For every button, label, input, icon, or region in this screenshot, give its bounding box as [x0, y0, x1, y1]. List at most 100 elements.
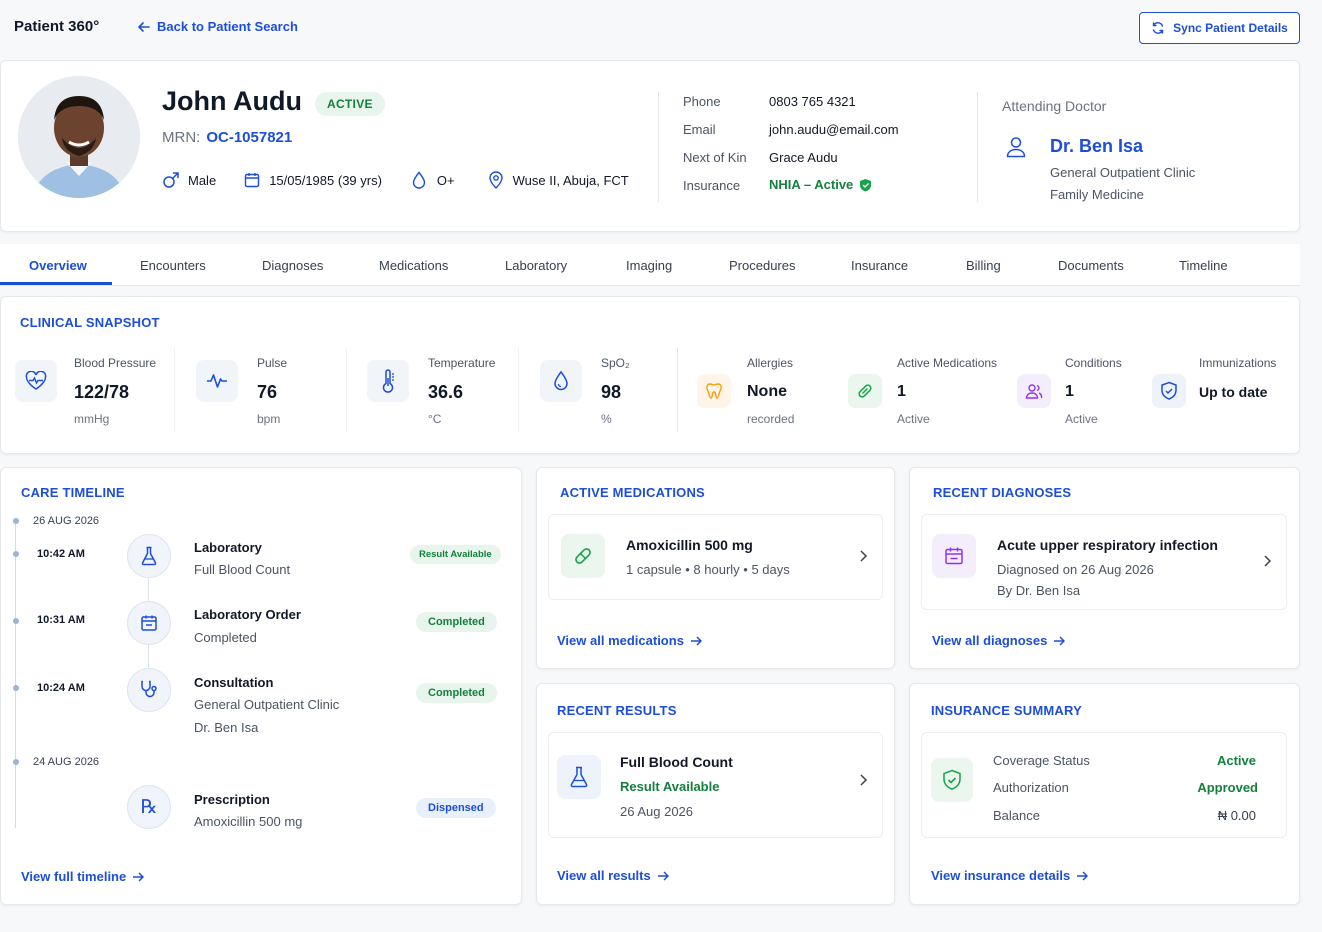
timeline-dot [13, 551, 19, 557]
tab-overview[interactable]: Overview [29, 258, 87, 273]
insurance-status: NHIA – Active [769, 177, 872, 192]
view-all-diagnoses-link[interactable]: View all diagnoses [932, 633, 1066, 648]
calendar-icon [244, 173, 260, 188]
result-icon-box [557, 755, 601, 799]
diagnosis-icon-box [932, 534, 976, 578]
vital-pulse-label: Pulse [257, 356, 288, 370]
timeline-dot [13, 685, 19, 691]
tab-encounters[interactable]: Encounters [140, 258, 206, 273]
patient-name: John Audu [162, 86, 302, 116]
snapshot-section-divider [677, 348, 678, 432]
event-title[interactable]: Laboratory Order [194, 607, 301, 622]
authorization-value: Approved [1197, 780, 1258, 795]
user-icon [1006, 137, 1026, 158]
event-title[interactable]: Consultation [194, 675, 274, 690]
insurance-label: Insurance [683, 178, 741, 193]
tab-timeline[interactable]: Timeline [1179, 258, 1228, 273]
vital-bp-icon-box [15, 360, 57, 402]
event-icon-circle: ℞ [127, 785, 171, 829]
result-status: Result Available [620, 779, 720, 794]
view-insurance-details-link[interactable]: View insurance details [931, 868, 1089, 883]
balance-value: ₦ 0.00 [1217, 808, 1256, 823]
active-medications-title: ACTIVE MEDICATIONS [560, 485, 705, 500]
doctor-name[interactable]: Dr. Ben Isa [1050, 136, 1144, 156]
tab-documents[interactable]: Documents [1058, 258, 1124, 273]
diagnosis-by: By Dr. Ben Isa [997, 583, 1081, 598]
chevron-right-icon[interactable] [858, 774, 868, 786]
tab-medications[interactable]: Medications [379, 258, 449, 273]
result-date: 26 Aug 2026 [620, 804, 694, 819]
chevron-right-icon[interactable] [1262, 555, 1272, 567]
calendar-icon [945, 547, 963, 565]
pulse-icon [207, 374, 227, 388]
conditions-icon-box [1017, 374, 1051, 408]
immunizations-icon-box [1152, 374, 1186, 408]
immunizations-label: Immunizations [1199, 356, 1277, 370]
tab-insurance[interactable]: Insurance [851, 258, 909, 273]
doctor-clinic: General Outpatient Clinic [1050, 165, 1196, 180]
tab-laboratory[interactable]: Laboratory [505, 258, 568, 273]
vital-divider [174, 348, 175, 432]
vital-temp-label: Temperature [428, 356, 496, 370]
active-meds-sub: Active [897, 412, 930, 426]
flask-icon [141, 546, 157, 566]
tab-imaging[interactable]: Imaging [626, 258, 673, 273]
vital-pulse-unit: bpm [257, 412, 281, 426]
vital-bp-unit: mmHg [74, 412, 110, 426]
event-subtitle-2: Dr. Ben Isa [194, 720, 259, 735]
address-value: Wuse II, Abuja, FCT [512, 172, 629, 188]
link-label: View all results [557, 868, 651, 883]
allergy-icon [706, 383, 722, 399]
active-meds-value: 1 [897, 383, 906, 400]
allergies-sub: recorded [747, 412, 795, 426]
tab-diagnoses[interactable]: Diagnoses [262, 258, 324, 273]
email-value[interactable]: john.audu@email.com [769, 122, 899, 137]
mrn-row: MRN: OC-1057821 [162, 129, 292, 146]
vital-spo2-icon-box [540, 360, 582, 402]
drop-icon [554, 370, 568, 391]
patient-avatar [18, 76, 140, 198]
event-time: 10:42 AM [37, 548, 85, 560]
medications-icon-box [848, 374, 882, 408]
heart-pulse-icon [25, 371, 47, 390]
patient-status-badge: ACTIVE [315, 92, 385, 116]
view-full-timeline-link[interactable]: View full timeline [21, 869, 145, 884]
stethoscope-icon [141, 680, 157, 698]
arrow-right-icon [657, 870, 669, 881]
mrn-label: MRN: [162, 129, 201, 146]
event-time: 10:24 AM [37, 682, 85, 694]
vital-bp-label: Blood Pressure [74, 356, 157, 370]
event-subtitle: General Outpatient Clinic [194, 697, 340, 712]
timeline-dot [13, 518, 19, 524]
event-icon-circle [127, 534, 171, 578]
back-to-search-link[interactable]: Back to Patient Search [137, 19, 298, 34]
app-title: Patient 360° [14, 18, 100, 35]
event-title[interactable]: Laboratory [194, 540, 262, 555]
balance-label: Balance [993, 808, 1040, 823]
chevron-right-icon[interactable] [858, 550, 868, 562]
link-label: View all medications [557, 633, 684, 648]
timeline-line [15, 520, 16, 828]
sync-patient-button[interactable]: Sync Patient Details [1139, 12, 1300, 44]
sex-value: Male [188, 172, 217, 188]
email-label: Email [683, 122, 716, 137]
tab-procedures[interactable]: Procedures [729, 258, 796, 273]
allergies-label: Allergies [747, 356, 794, 370]
event-title[interactable]: Prescription [194, 792, 270, 807]
active-tab-indicator [0, 282, 112, 285]
diagnosis-name: Acute upper respiratory infection [997, 537, 1218, 553]
diagnosis-item[interactable] [921, 514, 1287, 610]
attending-doctor-heading: Attending Doctor [1002, 98, 1107, 114]
mrn-value[interactable]: OC-1057821 [206, 129, 293, 146]
insurance-icon-box [931, 758, 973, 802]
view-all-medications-link[interactable]: View all medications [557, 633, 702, 648]
event-icon-circle [127, 668, 171, 712]
tab-billing[interactable]: Billing [966, 258, 1001, 273]
doctor-specialty: Family Medicine [1050, 187, 1144, 202]
medication-name: Amoxicillin 500 mg [626, 537, 753, 553]
blood-group-value: O+ [436, 172, 455, 188]
conditions-label: Conditions [1065, 356, 1122, 370]
insurance-summary-title: INSURANCE SUMMARY [931, 703, 1082, 718]
result-item[interactable] [548, 732, 883, 838]
view-all-results-link[interactable]: View all results [557, 868, 669, 883]
